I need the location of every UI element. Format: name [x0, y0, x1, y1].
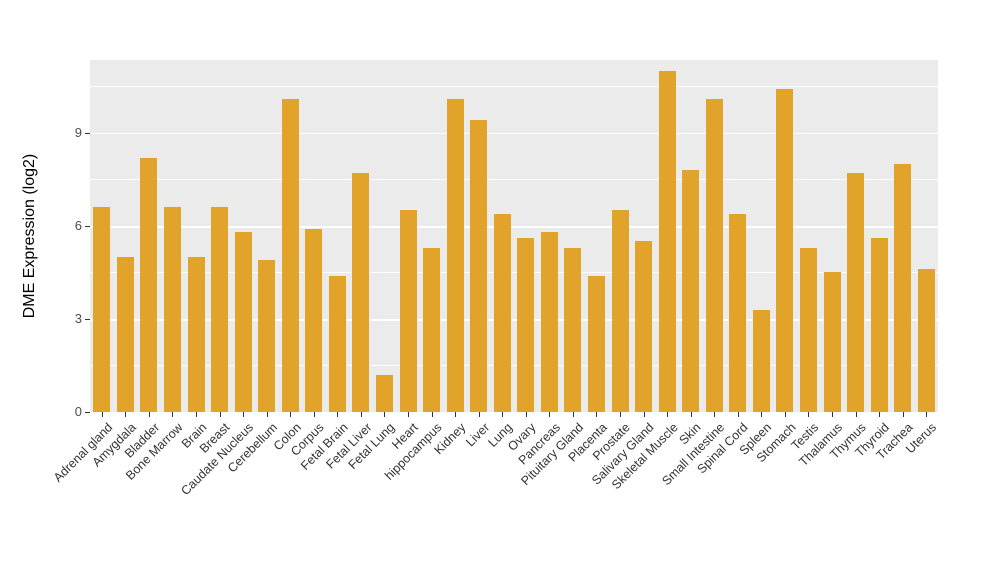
x-tick-label: Liver — [462, 420, 492, 450]
bar — [823, 272, 841, 412]
x-tick-mark — [196, 412, 197, 417]
bar — [776, 89, 794, 412]
bar — [375, 374, 393, 412]
x-tick-mark — [855, 412, 857, 417]
x-tick-mark — [384, 412, 386, 417]
bar — [729, 213, 747, 412]
x-tick-mark — [620, 412, 621, 417]
bar — [352, 173, 370, 412]
x-tick-mark — [313, 412, 315, 417]
x-tick-mark — [926, 412, 928, 417]
x-tick-mark — [101, 412, 103, 417]
bar — [423, 247, 441, 412]
y-tick-mark — [85, 225, 90, 227]
x-tick-mark — [832, 412, 833, 417]
bar — [493, 213, 511, 412]
gridline-major — [90, 318, 938, 321]
bar — [116, 256, 134, 412]
x-tick-mark — [219, 412, 221, 417]
y-tick-label: 3 — [74, 310, 82, 326]
gridline-major — [90, 132, 938, 135]
x-tick-mark — [572, 412, 574, 417]
bar — [682, 170, 700, 412]
x-tick-mark — [761, 412, 763, 417]
x-tick-mark — [596, 412, 598, 417]
x-tick-mark — [879, 412, 881, 417]
bar — [870, 238, 888, 412]
bar — [328, 275, 346, 412]
bar — [635, 241, 653, 412]
x-tick-mark — [290, 412, 292, 417]
x-tick-mark — [172, 412, 174, 417]
gridline-major — [90, 225, 938, 228]
bar — [446, 98, 464, 412]
x-tick-mark — [737, 412, 739, 417]
bar — [258, 260, 276, 412]
bar — [705, 98, 723, 412]
x-tick-mark — [337, 412, 339, 417]
y-axis-title: DME Expression (log2) — [21, 153, 38, 319]
bar — [894, 163, 912, 412]
gridline-minor — [90, 365, 938, 367]
bar — [281, 98, 299, 412]
y-tick-label: 9 — [74, 124, 82, 140]
y-tick-mark — [85, 318, 90, 320]
bar — [917, 269, 935, 412]
x-tick-mark — [643, 412, 645, 417]
bar — [305, 229, 323, 412]
x-tick-mark — [360, 412, 362, 417]
bar — [564, 247, 582, 412]
plot-area — [90, 60, 938, 414]
bar — [211, 207, 229, 412]
bar — [847, 173, 865, 412]
y-tick-label: 6 — [74, 217, 82, 233]
x-tick-mark — [478, 412, 480, 417]
bar — [658, 70, 676, 412]
y-tick-mark — [85, 412, 90, 413]
y-tick-mark — [85, 132, 90, 134]
bar — [187, 256, 205, 412]
bar — [93, 207, 111, 412]
x-tick-mark — [549, 412, 551, 417]
gridline-minor — [90, 272, 938, 274]
gridline-minor — [90, 179, 938, 181]
bar — [234, 232, 252, 412]
x-tick-mark — [243, 412, 245, 417]
x-tick-mark — [431, 412, 433, 417]
gridline-major — [90, 412, 938, 414]
bar — [140, 157, 158, 412]
bar — [517, 238, 535, 412]
x-tick-mark — [784, 412, 786, 417]
x-tick-mark — [714, 412, 716, 417]
x-tick-mark — [455, 412, 457, 417]
bar — [540, 232, 558, 412]
x-tick-mark — [525, 412, 527, 417]
bar — [163, 207, 181, 412]
bar — [799, 247, 817, 412]
x-tick-mark — [266, 412, 268, 417]
x-tick-mark — [148, 412, 150, 417]
bar — [587, 275, 605, 412]
x-tick-mark — [125, 412, 127, 417]
bar — [399, 210, 417, 412]
bar — [752, 309, 770, 412]
x-tick-mark — [408, 412, 409, 417]
y-tick-label: 0 — [74, 404, 82, 419]
x-tick-mark — [667, 412, 669, 417]
bar — [611, 210, 629, 412]
gridline-minor — [90, 86, 938, 88]
x-tick-mark — [502, 412, 504, 417]
x-tick-mark — [808, 412, 810, 417]
bar — [470, 120, 488, 412]
x-tick-mark — [902, 412, 904, 417]
x-tick-mark — [690, 412, 692, 417]
